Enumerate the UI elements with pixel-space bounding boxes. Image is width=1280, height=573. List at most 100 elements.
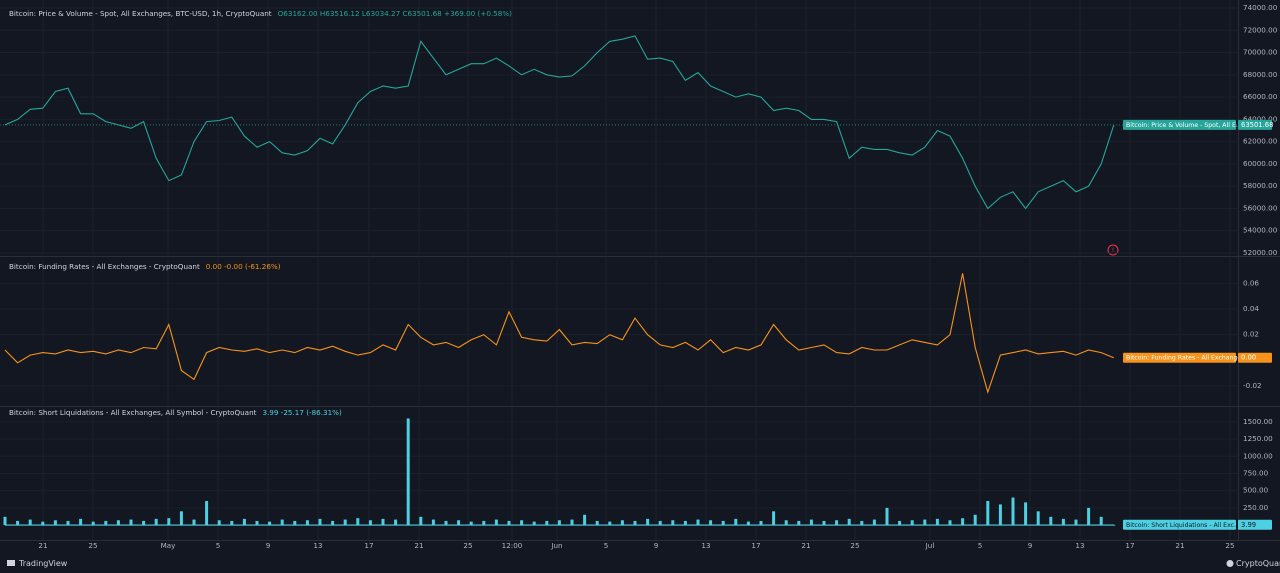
bar	[948, 520, 952, 526]
y-tick-label: 74000.00	[1243, 3, 1278, 12]
x-tick-label: 9	[266, 541, 271, 550]
footer-right: CryptoQuant	[1236, 559, 1280, 568]
alert-icon[interactable]	[1107, 244, 1119, 256]
bar	[419, 516, 423, 526]
current-value-label: 3.99	[1241, 521, 1256, 529]
x-tick-label: 17	[1125, 541, 1134, 550]
legend-values: 0.00 -0.00 (-61.26%)	[206, 262, 281, 271]
y-tick-label: 1500.00	[1243, 417, 1273, 426]
bar	[772, 511, 776, 526]
bar	[998, 504, 1002, 526]
y-tick-label: 72000.00	[1243, 25, 1278, 34]
bar	[230, 520, 234, 526]
x-tick-label: 12:00	[502, 541, 523, 550]
bar	[268, 521, 272, 526]
bar	[885, 507, 889, 526]
bar	[242, 518, 246, 526]
series-name-badge	[1123, 352, 1236, 363]
bar	[1087, 507, 1091, 526]
x-tick-label: 9	[1028, 541, 1033, 550]
bar	[3, 516, 7, 526]
bar	[545, 520, 549, 526]
bar	[469, 521, 473, 526]
bar	[104, 520, 108, 526]
bar	[41, 521, 45, 526]
series-line	[4, 35, 1115, 210]
y-tick-label: 1000.00	[1243, 451, 1273, 460]
bar	[129, 519, 133, 526]
bar	[532, 521, 536, 526]
bar	[1036, 511, 1040, 526]
bar	[973, 514, 977, 526]
x-tick-label: 17	[751, 541, 760, 550]
x-tick-label: 17	[364, 541, 373, 550]
y-tick-label: 56000.00	[1243, 203, 1278, 212]
current-value-label: 63501.68	[1241, 121, 1273, 129]
x-tick-label: 9	[654, 541, 659, 550]
current-value-badge	[1238, 519, 1272, 530]
bar	[507, 520, 511, 526]
y-tick-label: 0.06	[1243, 279, 1259, 288]
bar	[633, 520, 637, 526]
bar	[192, 519, 196, 526]
bar	[431, 519, 435, 526]
bar	[179, 511, 183, 526]
x-tick-label: 21	[801, 541, 810, 550]
alert-icon-mark: !	[1112, 247, 1114, 254]
bar	[595, 520, 599, 526]
bar	[986, 501, 990, 526]
y-tick-label: 500.00	[1243, 486, 1269, 495]
bar	[683, 520, 687, 526]
bar	[1061, 518, 1065, 526]
cryptoquant-logo[interactable]: CryptoQuant	[1226, 559, 1280, 568]
bar	[255, 520, 259, 526]
bar	[1099, 516, 1103, 526]
legend-title: Bitcoin: Price & Volume - Spot, All Exch…	[9, 9, 272, 18]
bar	[835, 520, 839, 526]
pane-legend: Bitcoin: Short Liquidations - All Exchan…	[9, 408, 342, 417]
y-tick-label: 68000.00	[1243, 70, 1278, 79]
x-tick-label: 25	[1225, 541, 1234, 550]
y-tick-label: 0.04	[1243, 304, 1259, 313]
bar	[709, 520, 713, 526]
bar	[910, 520, 914, 526]
bar	[759, 520, 763, 526]
y-tick-label: 60000.00	[1243, 159, 1278, 168]
bar	[696, 519, 700, 526]
bar	[280, 519, 284, 526]
bar	[721, 520, 725, 526]
tradingview-logo[interactable]: TradingView	[7, 559, 68, 568]
bar	[784, 520, 788, 526]
x-tick-label: Jun	[550, 541, 562, 550]
bar	[406, 418, 410, 526]
bar	[482, 520, 486, 526]
logo-icon	[1226, 560, 1234, 567]
footer-left: TradingView	[18, 559, 68, 568]
legend-values: O63162.00 H63516.12 L63034.27 C63501.68 …	[278, 9, 513, 18]
y-tick-label: 70000.00	[1243, 48, 1278, 57]
bar	[1049, 516, 1053, 526]
bar	[557, 520, 561, 526]
x-tick-label: 13	[313, 541, 322, 550]
bar	[847, 518, 851, 526]
y-tick-label: 0.02	[1243, 330, 1259, 339]
bar	[583, 514, 587, 526]
x-tick-label: 21	[38, 541, 47, 550]
x-tick-label: 13	[1075, 541, 1084, 550]
legend-values: 3.99 -25.17 (-86.31%)	[262, 408, 342, 417]
logo-icon	[7, 560, 15, 566]
bar	[293, 520, 297, 526]
bar	[16, 520, 20, 526]
bar	[797, 520, 801, 526]
bar	[658, 520, 662, 526]
y-tick-label: 750.00	[1243, 469, 1269, 478]
bar	[822, 520, 826, 526]
bar	[1024, 502, 1028, 526]
bar	[331, 520, 335, 526]
bar	[305, 520, 309, 526]
bar	[28, 519, 32, 526]
bar	[368, 520, 372, 526]
